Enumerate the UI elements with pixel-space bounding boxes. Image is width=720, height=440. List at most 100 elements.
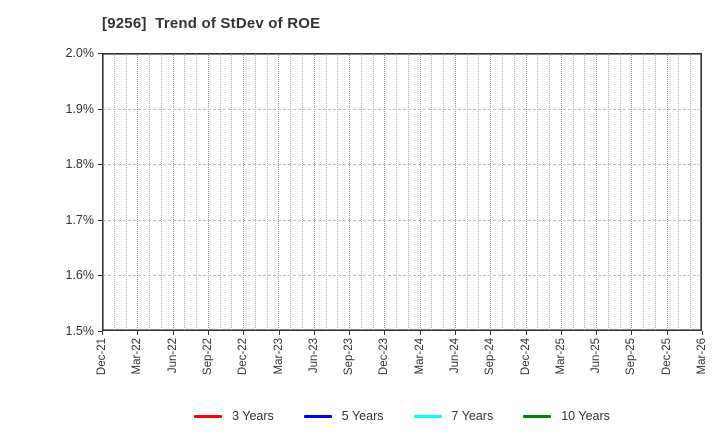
legend-line-swatch	[303, 414, 332, 418]
vertical-gridline	[619, 54, 621, 330]
vertical-gridline	[607, 54, 609, 330]
x-tick-mark	[102, 331, 103, 335]
legend: 3 Years 5 Years 7 Years 10 Years	[102, 405, 702, 427]
x-tick-label: Sep-24	[484, 338, 497, 376]
y-tick-label: 2.0%	[65, 46, 95, 60]
vertical-gridline	[490, 54, 492, 330]
x-tick-label: Sep-23	[343, 338, 356, 376]
x-tick-label: Mar-26	[696, 338, 708, 375]
vertical-gridline	[360, 54, 362, 330]
vertical-gridline	[243, 54, 245, 330]
legend-line-swatch	[413, 414, 442, 418]
vertical-gridline	[549, 54, 551, 330]
legend-item-7-years: 7 Years	[413, 409, 494, 423]
x-tick-mark	[525, 331, 527, 335]
vertical-gridline	[149, 54, 151, 330]
horizontal-gridline	[103, 108, 701, 110]
x-tick-mark	[596, 331, 598, 335]
y-tick-mark	[98, 108, 102, 110]
vertical-gridline	[184, 54, 186, 330]
x-tick-label: Jun-23	[307, 338, 320, 374]
x-tick-mark	[172, 331, 174, 335]
vertical-gridline	[643, 54, 645, 330]
x-tick-label: Dec-22	[237, 338, 250, 376]
vertical-gridline	[172, 54, 174, 330]
legend-label: 3 Years	[232, 409, 274, 423]
vertical-gridline	[290, 54, 292, 330]
vertical-gridline	[196, 54, 198, 330]
x-tick-label: Mar-25	[554, 338, 567, 375]
vertical-gridline	[431, 54, 433, 330]
vertical-gridline	[525, 54, 527, 330]
horizontal-gridline	[103, 275, 701, 277]
vertical-gridline	[537, 54, 539, 330]
vertical-gridline	[584, 54, 586, 330]
vertical-gridline	[384, 54, 386, 330]
x-tick-label: Dec-24	[519, 338, 532, 376]
y-tick-label: 1.5%	[65, 324, 95, 338]
x-tick-label: Dec-25	[660, 338, 673, 376]
vertical-gridline	[231, 54, 233, 330]
x-tick-label: Mar-22	[131, 338, 144, 375]
y-tick-mark	[98, 219, 102, 221]
vertical-gridline	[560, 54, 562, 330]
vertical-gridline	[678, 54, 680, 330]
x-tick-mark	[666, 331, 668, 335]
vertical-gridline	[137, 54, 139, 330]
vertical-gridline	[278, 54, 280, 330]
legend-item-10-years: 10 Years	[523, 409, 610, 423]
vertical-gridline	[666, 54, 668, 330]
x-tick-mark	[560, 331, 562, 335]
vertical-gridline	[396, 54, 398, 330]
vertical-gridline	[349, 54, 351, 330]
vertical-gridline	[113, 54, 115, 330]
y-tick-label: 1.9%	[65, 101, 95, 116]
x-tick-mark	[278, 331, 280, 335]
chart-title: [9256] Trend of StDev of ROE	[102, 15, 321, 32]
legend-item-5-years: 5 Years	[303, 409, 384, 423]
vertical-gridline	[313, 54, 315, 330]
x-tick-mark	[702, 331, 703, 335]
vertical-gridline	[690, 54, 692, 330]
y-tick-mark	[98, 164, 102, 166]
vertical-gridline	[219, 54, 221, 330]
x-tick-mark	[631, 331, 633, 335]
vertical-gridline	[302, 54, 303, 330]
vertical-gridline	[266, 54, 268, 330]
x-tick-mark	[384, 331, 386, 335]
x-tick-mark	[243, 331, 245, 335]
horizontal-gridline	[103, 164, 701, 166]
vertical-gridline	[596, 54, 598, 330]
legend-label: 7 Years	[451, 409, 494, 423]
x-tick-label: Dec-21	[96, 338, 108, 376]
x-tick-label: Jun-24	[448, 338, 461, 374]
y-tick-label: 1.6%	[65, 268, 95, 283]
vertical-gridline	[160, 54, 162, 330]
x-tick-mark	[419, 331, 421, 335]
vertical-gridline	[207, 54, 209, 330]
x-tick-label: Dec-23	[378, 338, 391, 376]
y-tick-mark	[98, 53, 102, 54]
x-tick-label: Sep-22	[201, 338, 214, 376]
x-tick-label: Jun-25	[590, 338, 603, 374]
legend-line-swatch	[194, 414, 223, 418]
y-tick-label: 1.8%	[65, 157, 95, 172]
x-tick-mark	[313, 331, 315, 335]
vertical-gridline	[454, 54, 456, 330]
vertical-gridline	[254, 54, 256, 330]
horizontal-gridline	[103, 219, 701, 221]
vertical-gridline	[502, 54, 503, 330]
x-tick-mark	[454, 331, 456, 335]
y-tick-mark	[98, 275, 102, 277]
y-tick-mark	[98, 331, 102, 332]
vertical-gridline	[325, 54, 327, 330]
vertical-gridline	[513, 54, 515, 330]
vertical-gridline	[478, 54, 480, 330]
x-tick-mark	[349, 331, 351, 335]
x-tick-label: Jun-22	[166, 338, 179, 374]
vertical-gridline	[125, 54, 127, 330]
vertical-gridline	[631, 54, 633, 330]
vertical-gridline	[466, 54, 468, 330]
legend-label: 5 Years	[341, 409, 384, 423]
